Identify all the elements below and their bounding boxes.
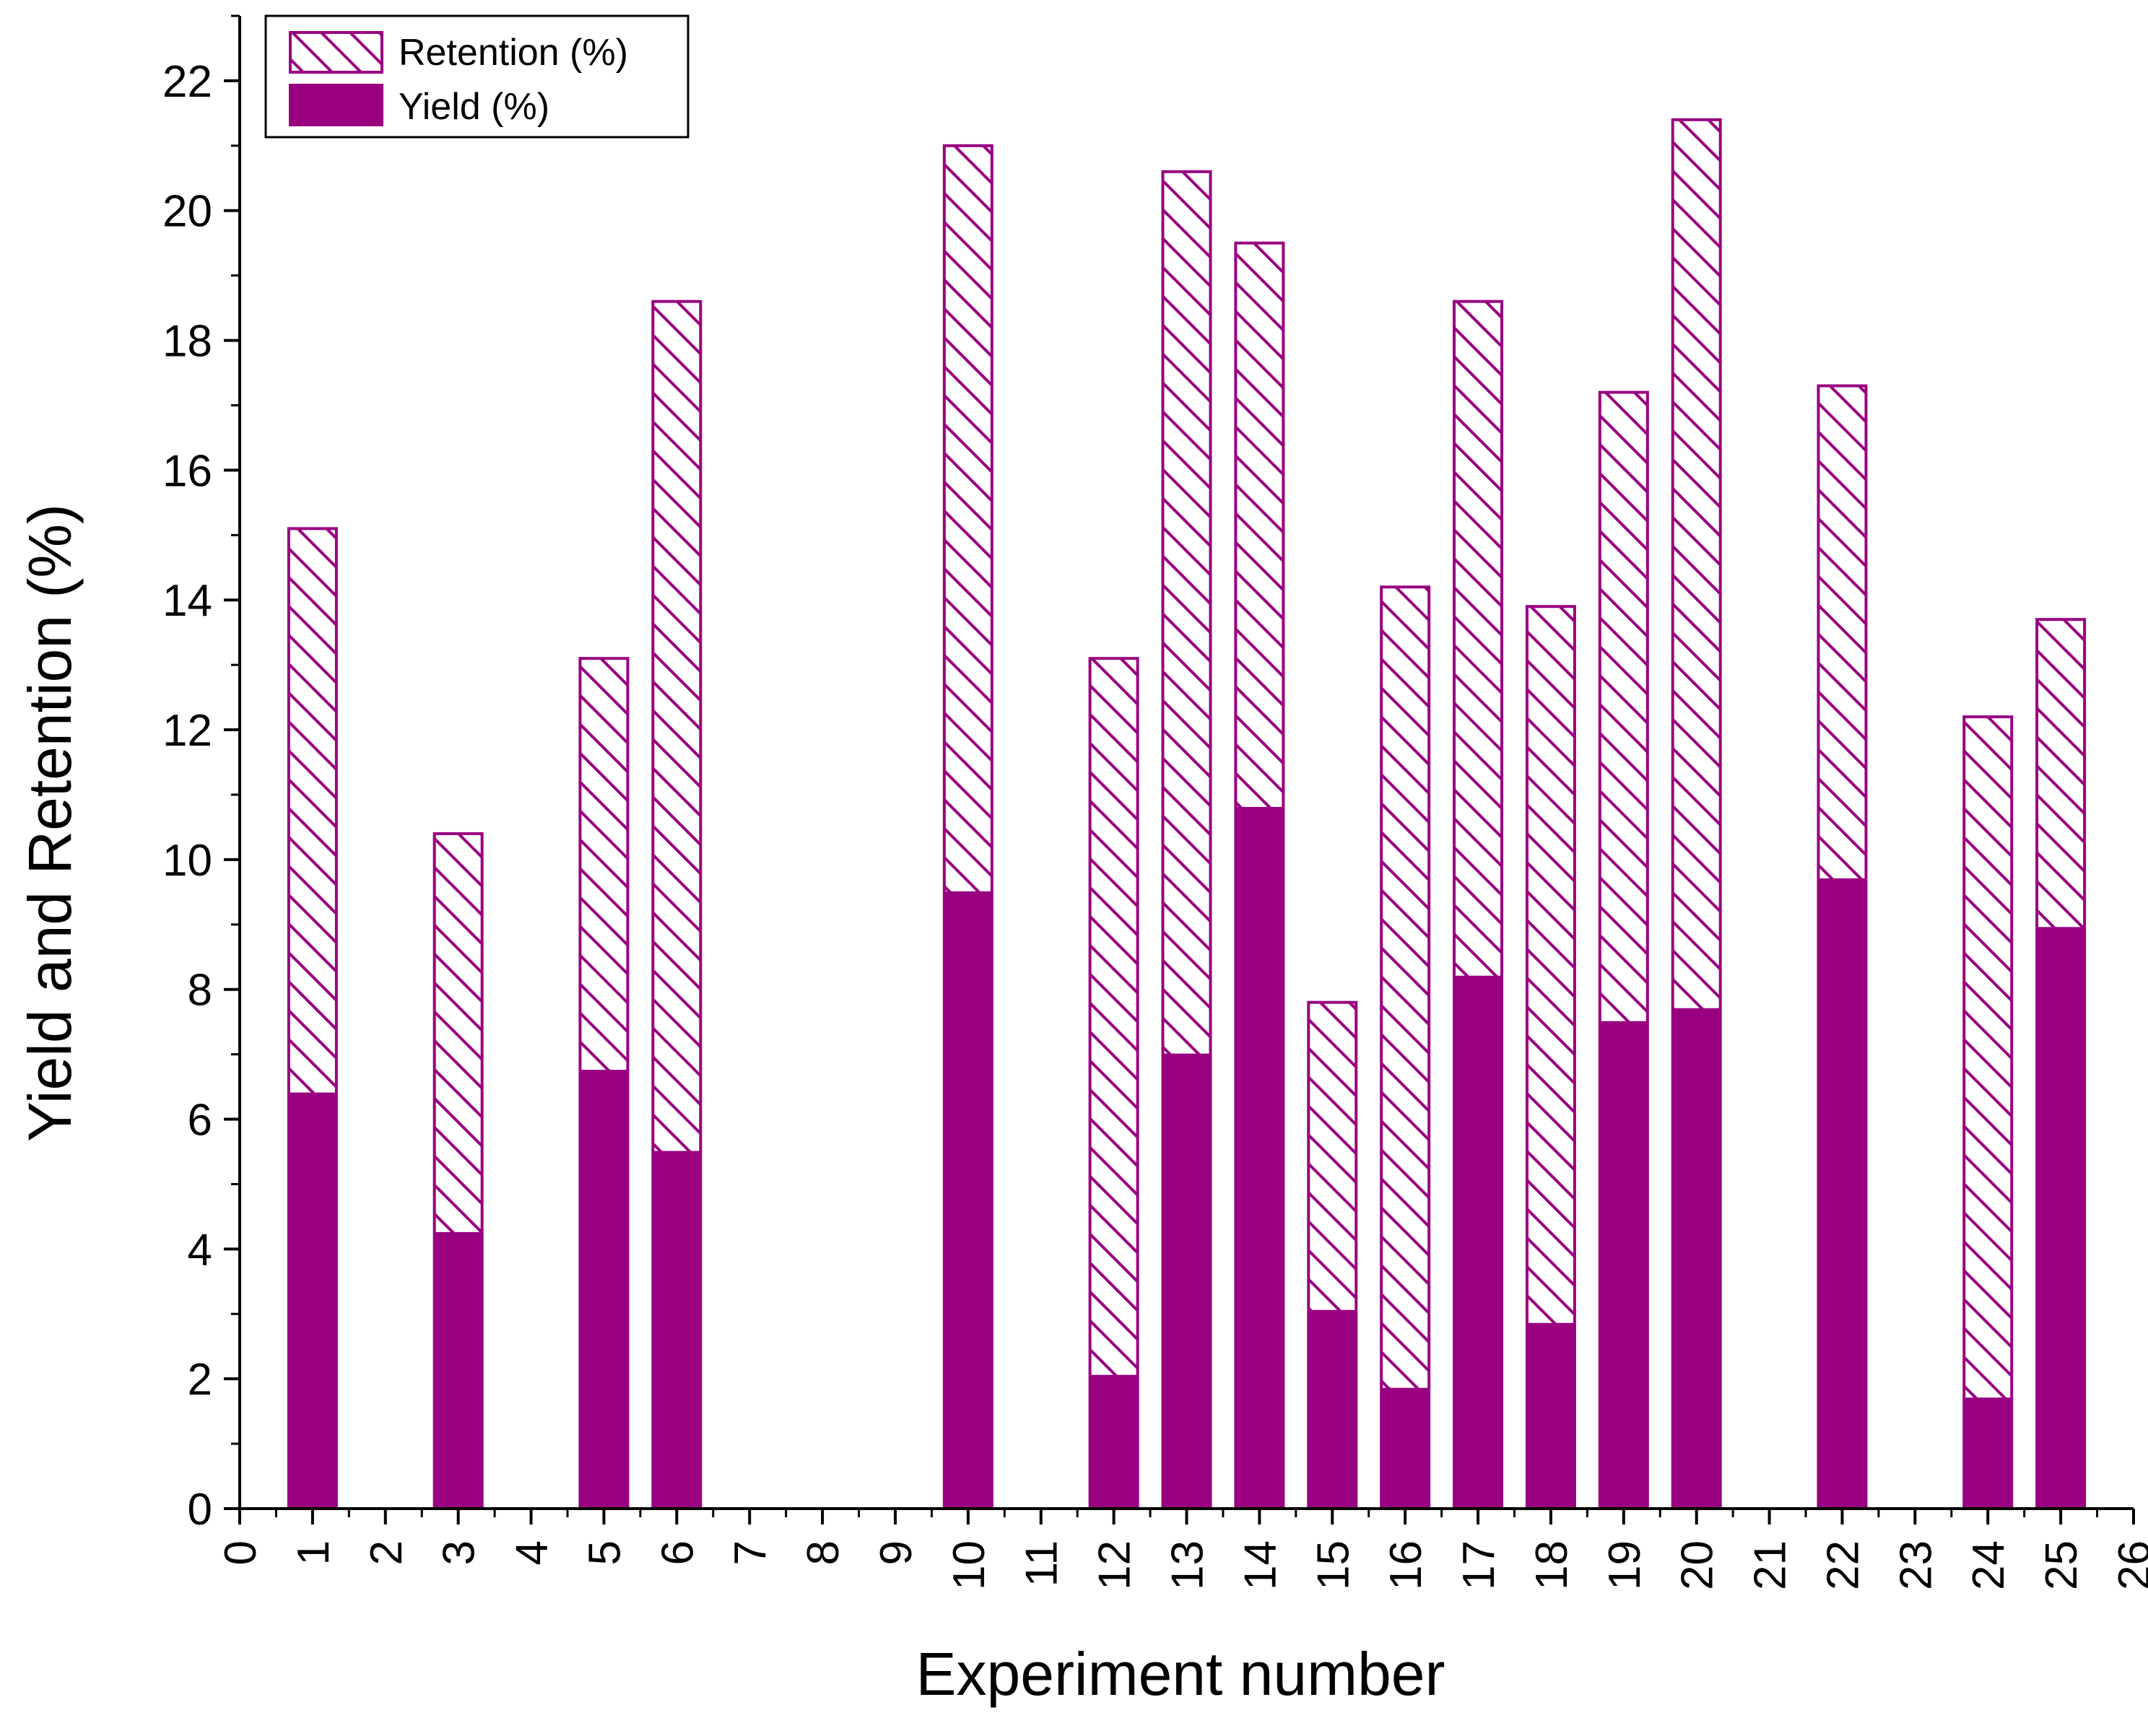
x-tick-label: 24 [1964, 1540, 2014, 1590]
y-tick-label: 0 [188, 1485, 212, 1535]
y-tick-label: 2 [188, 1355, 212, 1405]
y-tick-label: 10 [162, 836, 212, 886]
legend-label-retention: Retention (%) [399, 32, 628, 74]
yield-bar [287, 1092, 337, 1509]
x-tick-label: 20 [1673, 1540, 1723, 1590]
y-tick-label: 20 [162, 187, 212, 237]
yield-bar [1671, 1008, 1721, 1509]
yield-bar [433, 1231, 483, 1509]
legend: Retention (%) Yield (%) [264, 14, 690, 139]
yield-bar [1526, 1322, 1575, 1509]
legend-label-yield: Yield (%) [399, 86, 549, 128]
x-tick-label: 13 [1163, 1540, 1213, 1590]
y-tick-label: 14 [162, 576, 212, 626]
y-tick-label: 8 [188, 966, 212, 1016]
yield-bar [943, 891, 993, 1509]
yield-bar [1089, 1374, 1139, 1509]
x-tick-label: 25 [2037, 1540, 2087, 1590]
y-tick-label: 6 [188, 1096, 212, 1146]
retention-bar [1380, 585, 1431, 1511]
x-tick-label: 19 [1600, 1540, 1650, 1590]
yield-bar [1817, 878, 1867, 1509]
yield-bar [2036, 927, 2086, 1510]
y-tick-label: 18 [162, 317, 212, 367]
x-tick-label: 18 [1527, 1540, 1577, 1590]
y-tick-label: 4 [188, 1225, 212, 1275]
y-tick-label: 12 [162, 706, 212, 756]
x-tick-label: 5 [580, 1540, 630, 1565]
yield-bar [1599, 1021, 1648, 1510]
x-tick-label: 4 [508, 1540, 557, 1565]
bars-layer [287, 118, 2087, 1511]
axes-layer [224, 14, 2135, 1525]
x-tick-label: 16 [1381, 1540, 1431, 1590]
yield-bar [579, 1070, 629, 1509]
yield-bar [1308, 1309, 1357, 1510]
x-tick-label: 9 [871, 1540, 921, 1565]
x-tick-label: 7 [726, 1540, 775, 1565]
x-tick-label: 8 [799, 1540, 848, 1565]
x-tick-label: 11 [1017, 1540, 1067, 1587]
y-axis-title: Yield and Retention (%) [16, 504, 84, 1142]
yield-bar [1963, 1397, 2013, 1509]
x-tick-label: 1 [289, 1540, 339, 1565]
legend-swatch-retention [289, 31, 383, 74]
x-tick-label: 6 [653, 1540, 703, 1565]
labels-layer: Experiment number Yield and Retention (%… [16, 57, 2148, 1708]
x-tick-label: 2 [362, 1540, 412, 1565]
x-axis-title: Experiment number [916, 1640, 1445, 1708]
x-tick-label: 17 [1454, 1540, 1504, 1590]
yield-bar [1235, 806, 1284, 1509]
x-tick-label: 26 [2110, 1540, 2148, 1590]
x-tick-label: 14 [1235, 1540, 1285, 1590]
x-tick-label: 10 [944, 1540, 994, 1590]
x-tick-label: 23 [1891, 1540, 1941, 1590]
x-tick-label: 15 [1308, 1540, 1358, 1590]
y-tick-label: 16 [162, 446, 212, 496]
x-tick-label: 21 [1746, 1540, 1796, 1590]
x-tick-label: 0 [216, 1540, 266, 1565]
yield-bar [1453, 975, 1503, 1509]
retention-bar [1962, 715, 2014, 1510]
retention-bar [1088, 657, 1139, 1510]
yield-bar [1162, 1053, 1212, 1509]
x-tick-label: 3 [435, 1540, 484, 1565]
legend-swatch-yield [289, 84, 383, 126]
yield-bar [652, 1151, 702, 1509]
y-tick-label: 22 [162, 57, 212, 107]
x-tick-label: 12 [1090, 1540, 1140, 1590]
x-tick-label: 22 [1818, 1540, 1868, 1590]
yield-bar [1380, 1387, 1430, 1510]
